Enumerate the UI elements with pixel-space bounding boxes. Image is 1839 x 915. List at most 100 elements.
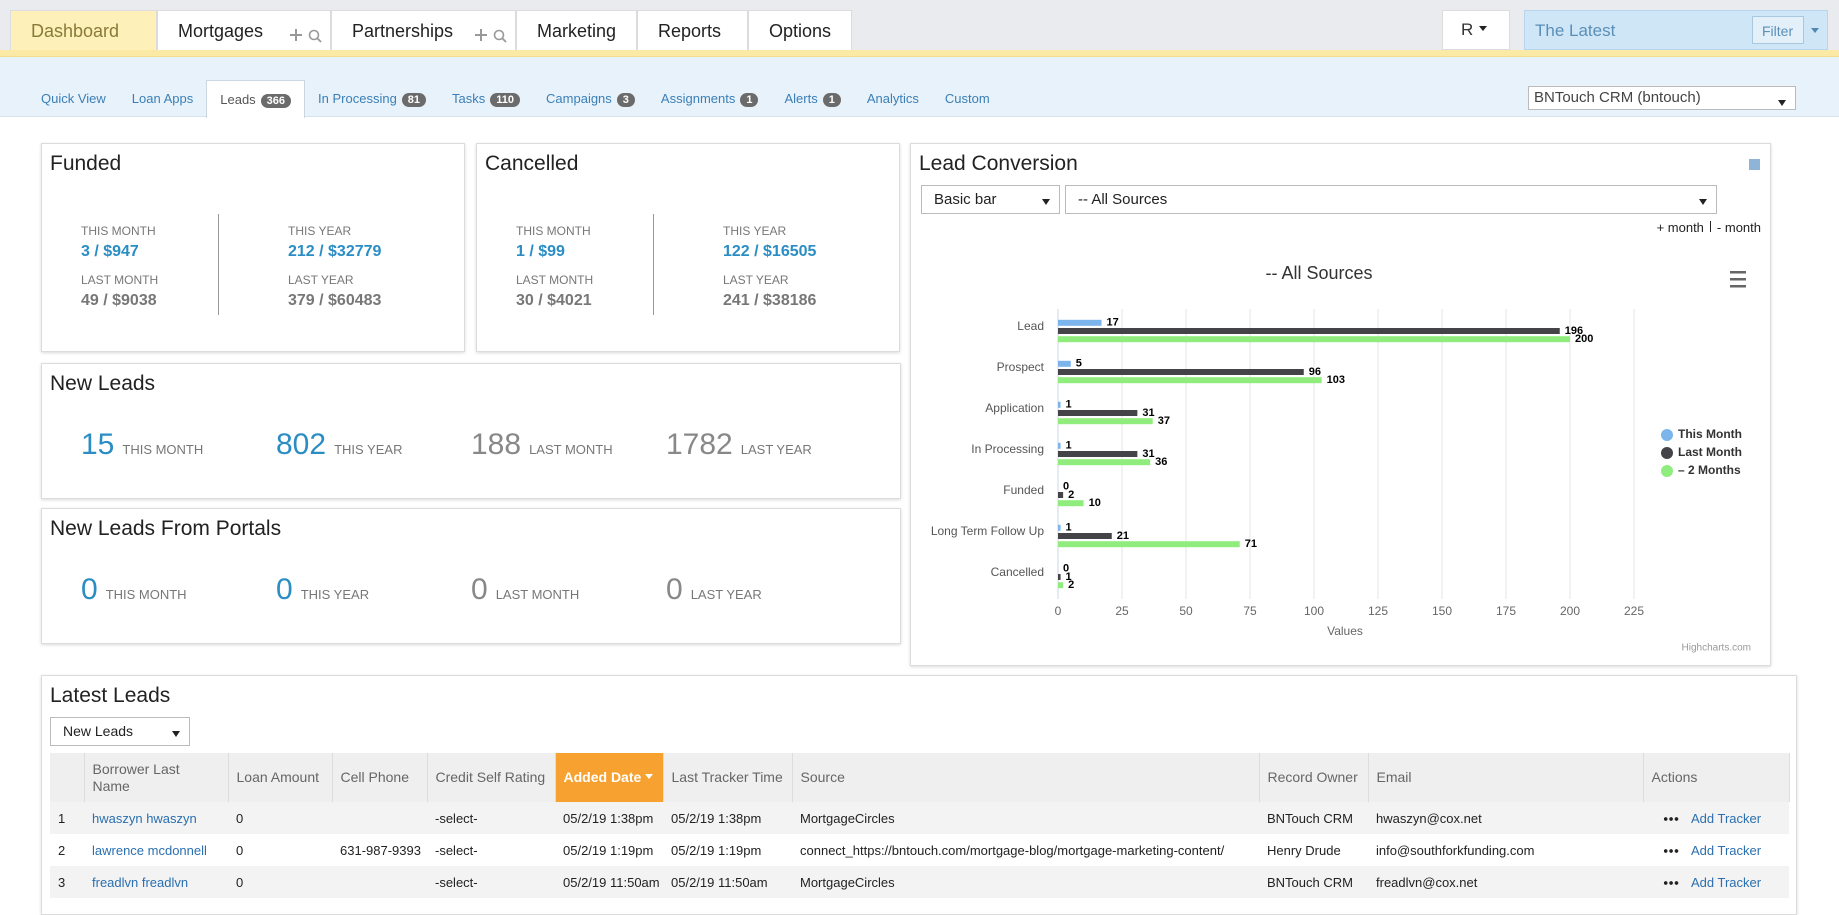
column-header[interactable]: Added Date — [555, 753, 664, 802]
add-tracker[interactable]: Add Tracker — [1691, 810, 1762, 826]
filter-button[interactable]: Filter — [1752, 16, 1804, 44]
source-select[interactable]: -- All Sources — [1065, 185, 1717, 214]
column-header[interactable]: Record Owner — [1259, 753, 1369, 802]
column-header[interactable]: Cell Phone — [332, 753, 428, 802]
nav-tab[interactable]: Options — [748, 10, 852, 50]
stat-label: THIS MONTH — [81, 224, 156, 238]
stat-label: THIS MONTH — [105, 587, 187, 602]
category-label: Long Term Follow Up — [931, 524, 1044, 538]
category-label: In Processing — [971, 442, 1044, 456]
column-header[interactable]: Last Tracker Time — [663, 753, 793, 802]
cell: MortgageCircles — [792, 866, 1259, 898]
chart-type-select[interactable]: Basic bar — [921, 185, 1060, 214]
column-header[interactable]: Borrower Last Name — [84, 753, 229, 802]
tab-icons[interactable] — [473, 27, 509, 43]
cell: 05/2/19 1:19pm — [663, 834, 792, 866]
stat-label: LAST YEAR — [723, 273, 789, 287]
cell[interactable]: hwaszyn hwaszyn — [84, 802, 228, 834]
data-label: 2 — [1068, 579, 1074, 591]
cell: Henry Drude — [1259, 834, 1368, 866]
column-header[interactable]: Credit Self Rating — [427, 753, 556, 802]
data-label: 31 — [1142, 448, 1154, 460]
x-tick-label: 150 — [1432, 604, 1452, 618]
sub-tab[interactable]: Leads 366 — [206, 80, 306, 118]
x-tick-label: 200 — [1560, 604, 1580, 618]
more-icon[interactable] — [1663, 848, 1679, 853]
data-label: 71 — [1245, 538, 1257, 550]
nav-tab[interactable]: Marketing — [516, 10, 637, 50]
column-header[interactable]: Source — [792, 753, 1260, 802]
cell[interactable]: freadlvn freadlvn — [84, 866, 228, 898]
expand-icon[interactable] — [1749, 159, 1760, 170]
sub-tab[interactable]: Quick View — [28, 80, 119, 118]
sub-tab[interactable]: Campaigns 3 — [533, 80, 648, 118]
category-label: Lead — [1017, 319, 1044, 333]
category-label: Funded — [1003, 483, 1044, 497]
divider — [653, 214, 654, 315]
x-axis-label: Values — [1327, 624, 1363, 638]
add-tracker[interactable]: Add Tracker — [1691, 842, 1762, 858]
sub-tab[interactable]: Tasks 110 — [439, 80, 533, 118]
column-header[interactable]: Loan Amount — [228, 753, 333, 802]
plus-month[interactable]: + month — [1656, 220, 1704, 235]
more-icon[interactable] — [1663, 816, 1679, 821]
sub-tab[interactable]: Alerts 1 — [771, 80, 853, 118]
table-head: Borrower Last Name Loan Amount Cell Phone C… — [50, 753, 1790, 802]
minus-month[interactable]: - month — [1716, 220, 1761, 235]
cell-text: 0 — [236, 842, 244, 858]
nav-tab-label: Options — [769, 21, 832, 41]
sub-tab[interactable]: In Processing 81 — [305, 80, 439, 118]
cell: 05/2/19 11:50am — [555, 866, 663, 898]
cell[interactable]: lawrence mcdonnell — [84, 834, 228, 866]
cell: 0 — [228, 802, 332, 834]
cell: 05/2/19 1:38pm — [555, 802, 663, 834]
sub-tab[interactable]: Loan Apps — [119, 80, 206, 118]
cell: BNTouch CRM — [1259, 802, 1368, 834]
x-tick-label: 125 — [1368, 604, 1388, 618]
sub-tab-label: Campaigns — [546, 91, 612, 106]
column-header[interactable]: Actions — [1643, 753, 1790, 802]
nav-tab[interactable]: Mortgages — [157, 10, 331, 50]
cell: -select- — [427, 802, 555, 834]
lead-row: 2 lawrence mcdonnell 0 631-987-9393 -select-… — [50, 834, 1789, 866]
cell: 3 — [50, 866, 84, 898]
sub-tab[interactable]: Custom — [932, 80, 1003, 118]
nav-tab[interactable]: Dashboard — [10, 10, 157, 50]
legend-label: This Month — [1678, 427, 1742, 441]
data-label: 96 — [1309, 366, 1321, 378]
data-label: 103 — [1327, 374, 1345, 386]
add-tracker[interactable]: Add Tracker — [1691, 874, 1762, 890]
search-box[interactable]: The Latest Filter — [1524, 10, 1828, 50]
stat-value: 241 / $38186 — [723, 292, 817, 309]
chart-credit: Highcharts.com — [1682, 643, 1751, 654]
data-label: 196 — [1565, 325, 1583, 337]
cell: MortgageCircles — [792, 802, 1259, 834]
column-header[interactable]: Email — [1368, 753, 1644, 802]
x-tick-label: 25 — [1115, 604, 1129, 618]
nav-tab[interactable]: Partnerships — [331, 10, 516, 50]
cell-text: -select- — [435, 874, 478, 890]
column-header[interactable] — [50, 753, 85, 802]
cell-text: 05/2/19 1:19pm — [671, 842, 762, 858]
sub-tab[interactable]: Analytics — [854, 80, 932, 118]
user-menu[interactable]: R — [1442, 10, 1510, 50]
cell: 1 — [50, 802, 84, 834]
crm-select[interactable]: BNTouch CRM (bntouch) — [1528, 86, 1796, 110]
more-icon[interactable] — [1663, 880, 1679, 885]
bar — [1058, 459, 1151, 466]
header-label: Cell Phone — [340, 769, 410, 785]
stat-label: THIS MONTH — [122, 442, 204, 457]
stat: 0 LAST YEAR — [666, 573, 762, 607]
nav-tab[interactable]: Reports — [637, 10, 748, 50]
tab-icons[interactable] — [288, 27, 324, 43]
cell: 05/2/19 1:19pm — [555, 834, 663, 866]
sub-tab[interactable]: Assignments 1 — [648, 80, 772, 118]
legend-label: Last Month — [1678, 445, 1742, 459]
cell-text: 0 — [236, 810, 244, 826]
count-badge: 1 — [740, 93, 759, 107]
data-label: 21 — [1117, 530, 1129, 542]
leads-filter-select[interactable]: New Leads — [50, 717, 190, 746]
count-badge: 110 — [490, 93, 521, 107]
bar — [1058, 410, 1138, 416]
stat-label: LAST MONTH — [81, 273, 159, 287]
